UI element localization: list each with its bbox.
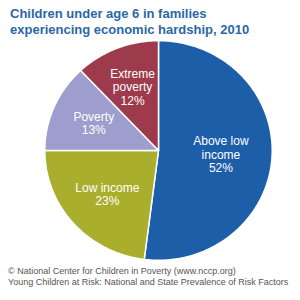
svg-text:Extremepoverty12%: Extremepoverty12% (110, 67, 155, 107)
html-text:Children under age 6 in famili: Children under age 6 in families experie… (10, 6, 250, 37)
html-text:© National Center for Children: © National Center for Children in Povert… (8, 266, 236, 276)
svg-text:Low income23%: Low income23% (75, 181, 139, 208)
html-text:Young Children at Risk: Nation: Young Children at Risk: National and Sta… (8, 277, 289, 287)
svg-text:Poverty13%: Poverty13% (73, 110, 114, 137)
svg-text:Above lowincome52%: Above lowincome52% (193, 134, 249, 174)
